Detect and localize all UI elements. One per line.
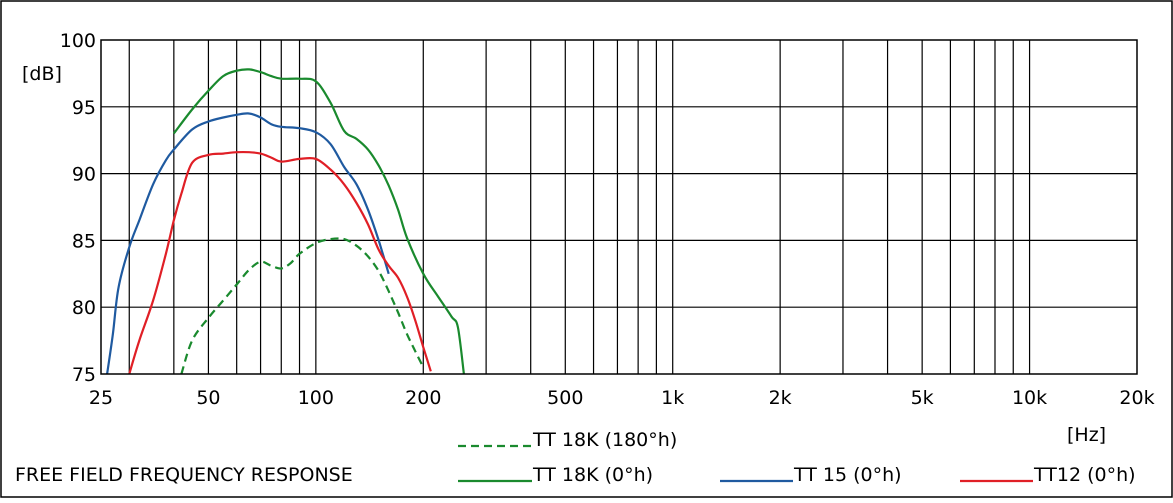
footer-label: FREE FIELD FREQUENCY RESPONSE	[15, 464, 353, 486]
series-line-2	[172, 68, 465, 375]
x-tick-label: 2k	[769, 387, 792, 409]
series-layer	[106, 68, 465, 375]
series-line-1	[180, 237, 425, 375]
series-line-3	[106, 112, 390, 375]
y-tick-label: 85	[72, 230, 96, 252]
x-tick-label: 100	[298, 387, 334, 409]
x-tick-label: 50	[196, 387, 220, 409]
y-axis-label: [dB]	[22, 63, 62, 85]
y-tick-label: 95	[72, 97, 96, 119]
x-tick-label: 500	[547, 387, 583, 409]
y-tick-label: 100	[60, 30, 96, 52]
legend-label: TT12 (0°h)	[1033, 464, 1136, 486]
legend-label: TT 18K (0°h)	[532, 464, 653, 486]
y-tick-label: 90	[72, 164, 96, 186]
y-tick-labels: 75 80 85 90 95 100	[60, 30, 96, 386]
x-tick-label: 1k	[661, 387, 684, 409]
x-tick-label: 200	[405, 387, 441, 409]
y-tick-label: 75	[72, 364, 96, 386]
legend-label: TT 15 (0°h)	[793, 464, 902, 486]
x-tick-label: 25	[89, 387, 113, 409]
legend: TT 18K (180°h) TT 18K (0°h) TT 15 (0°h) TT1…	[458, 429, 1136, 486]
x-tick-label: 5k	[911, 387, 934, 409]
series-line-4	[128, 150, 432, 375]
legend-label: TT 18K (180°h)	[532, 429, 677, 451]
grid	[101, 40, 1137, 374]
plot-border	[100, 39, 1138, 375]
y-tick-label: 80	[72, 297, 96, 319]
x-axis-label: [Hz]	[1067, 424, 1106, 446]
x-tick-labels: 25 50 100 200 500 1k 2k 5k 10k 20k	[89, 387, 1155, 409]
x-tick-label: 10k	[1012, 387, 1047, 409]
x-tick-label: 20k	[1119, 387, 1154, 409]
